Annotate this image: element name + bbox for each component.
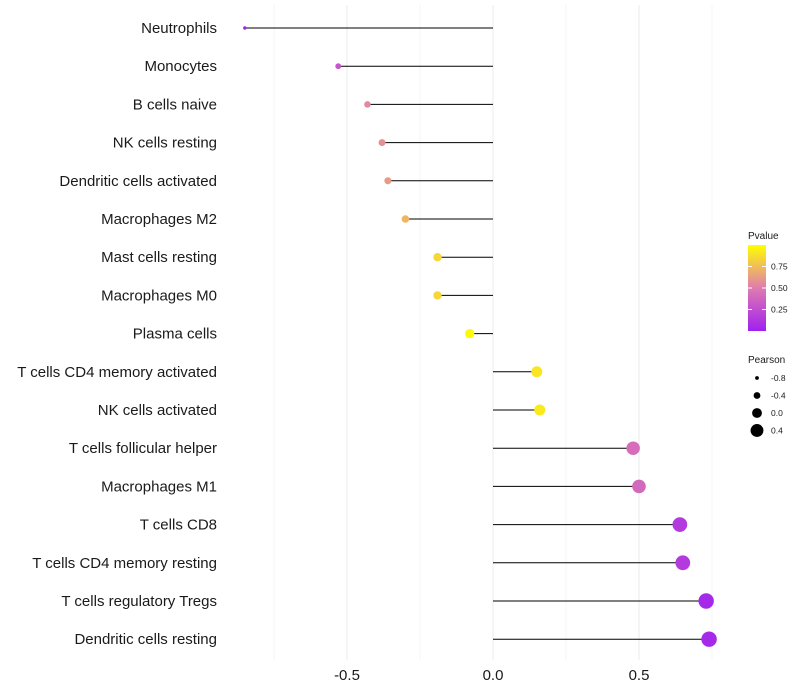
- size-legend: Pearson -0.8 -0.4 0.0 0.4: [748, 355, 786, 437]
- category-label: Macrophages M0: [101, 287, 217, 304]
- size-legend-label: -0.4: [771, 391, 786, 401]
- category-label: B cells naive: [133, 96, 217, 113]
- category-label: Mast cells resting: [101, 249, 217, 266]
- lollipop-point: [335, 63, 342, 70]
- category-label: T cells regulatory Tregs: [61, 593, 217, 610]
- lollipop-point: [675, 555, 691, 571]
- size-legend-label: 0.4: [771, 426, 783, 436]
- lollipop-point: [698, 593, 714, 609]
- category-label: Plasma cells: [133, 326, 217, 343]
- category-label: Macrophages M2: [101, 211, 217, 228]
- category-label: Neutrophils: [141, 20, 217, 37]
- lollipop-point: [534, 404, 546, 416]
- color-legend-bar: [748, 245, 766, 331]
- grid-layer: [273, 5, 713, 660]
- lollipop-point: [626, 441, 640, 455]
- color-legend-label: 0.75: [771, 262, 788, 272]
- category-label: T cells CD4 memory resting: [32, 555, 217, 572]
- color-legend-label: 0.50: [771, 283, 788, 293]
- lollipop-point: [433, 253, 442, 262]
- category-labels: Neutrophils Monocytes B cells naive NK cell…: [17, 20, 217, 648]
- size-legend-dot: [752, 408, 762, 418]
- x-tick-labels: -0.5 0.0 0.5: [334, 667, 649, 684]
- category-label: Dendritic cells resting: [74, 631, 217, 648]
- lollipop-point: [401, 215, 410, 223]
- lollipop-point: [378, 139, 386, 147]
- size-legend-dot: [750, 424, 764, 437]
- lollipop-point: [433, 291, 442, 300]
- point-layer: [243, 26, 717, 647]
- category-label: T cells CD8: [140, 517, 217, 534]
- category-label: NK cells activated: [98, 402, 217, 419]
- category-label: Monocytes: [144, 58, 217, 75]
- category-label: NK cells resting: [113, 135, 217, 152]
- color-legend-label: 0.25: [771, 305, 788, 315]
- size-legend-dot: [753, 392, 761, 399]
- lollipop-point: [243, 26, 247, 30]
- size-legend-dot: [755, 376, 759, 380]
- lollipop-point: [672, 517, 688, 532]
- size-legend-label: -0.8: [771, 373, 786, 383]
- x-tick-label: 0.0: [483, 667, 504, 684]
- x-tick-label: -0.5: [334, 667, 360, 684]
- lollipop-point: [531, 366, 543, 378]
- lollipop-point: [364, 101, 371, 108]
- size-legend-label: 0.0: [771, 408, 783, 418]
- lollipop-point: [701, 631, 717, 647]
- category-label: T cells CD4 memory activated: [17, 364, 217, 381]
- lollipop-point: [465, 328, 475, 339]
- size-legend-title: Pearson: [748, 355, 785, 366]
- lollipop-point: [632, 479, 646, 494]
- lollipop-point: [384, 177, 392, 185]
- color-legend-title: Pvalue: [748, 231, 779, 242]
- category-label: Dendritic cells activated: [59, 173, 217, 190]
- x-tick-label: 0.5: [629, 667, 650, 684]
- category-label: Macrophages M1: [101, 478, 217, 495]
- category-label: T cells follicular helper: [69, 440, 217, 457]
- color-legend: Pvalue 0.25 0.50 0.75: [748, 231, 788, 331]
- stem-layer: [244, 27, 710, 640]
